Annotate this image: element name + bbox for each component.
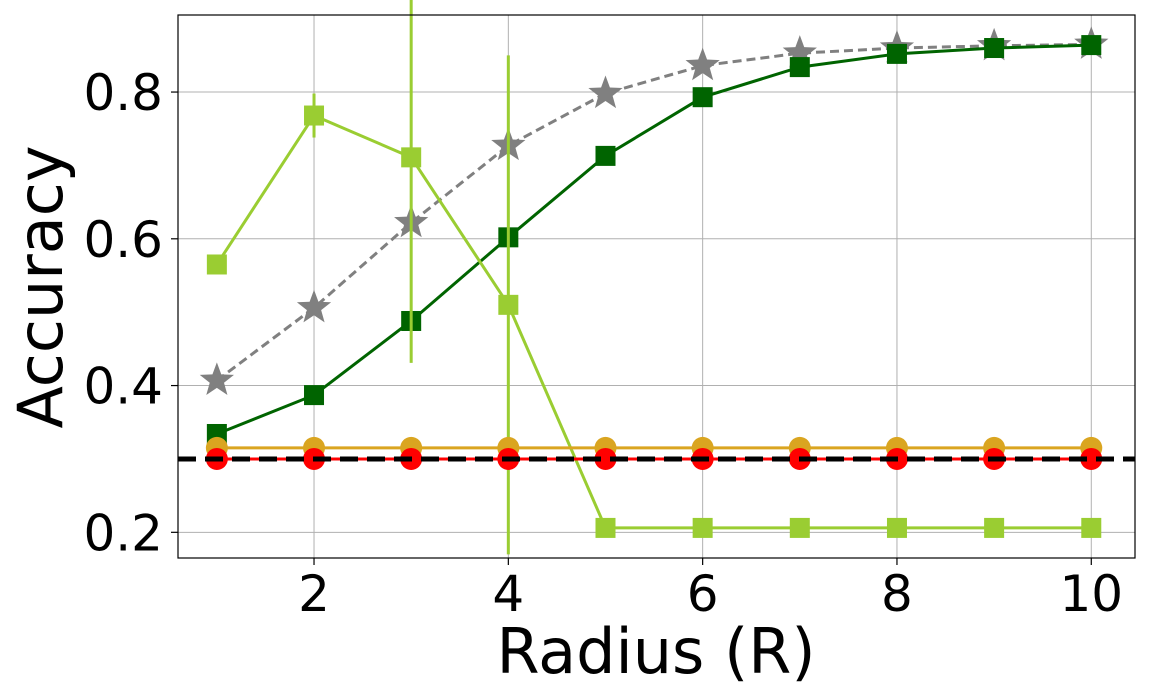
data-point xyxy=(984,517,1005,538)
data-point xyxy=(685,47,720,81)
data-point xyxy=(594,447,617,470)
grid-lines xyxy=(178,15,1135,558)
series-0 xyxy=(199,26,1109,395)
data-point xyxy=(1080,447,1103,470)
data-point xyxy=(692,87,713,108)
data-point xyxy=(789,517,810,538)
series-line xyxy=(216,43,1092,436)
data-point xyxy=(304,385,325,406)
series-1 xyxy=(206,35,1102,444)
y-tick-label: 0.2 xyxy=(83,504,163,562)
x-tick-label: 4 xyxy=(492,565,524,623)
y-axis-label: Accuracy xyxy=(4,145,77,428)
data-point xyxy=(401,147,422,168)
series-line xyxy=(215,113,1092,530)
x-tick-label: 6 xyxy=(687,565,719,623)
data-point xyxy=(886,517,907,538)
data-point xyxy=(595,145,616,166)
data-point xyxy=(296,289,332,323)
data-point xyxy=(782,35,817,68)
data-point xyxy=(692,517,713,538)
plot-frame xyxy=(177,14,1136,559)
data-point xyxy=(199,362,234,395)
series-3 xyxy=(205,436,1103,459)
series-2 xyxy=(206,0,1102,555)
series-layer xyxy=(199,0,1109,555)
data-point xyxy=(1081,517,1102,538)
y-tick-label: 0.6 xyxy=(83,211,163,269)
x-tick-label: 8 xyxy=(881,565,913,623)
data-point xyxy=(206,254,227,275)
x-tick-label: 2 xyxy=(298,565,330,623)
series-line xyxy=(215,42,1092,382)
x-tick-label: 10 xyxy=(1059,565,1123,623)
data-point xyxy=(588,75,623,109)
data-point xyxy=(789,57,810,78)
y-tick-label: 0.4 xyxy=(83,358,163,416)
data-point xyxy=(304,105,325,126)
data-point xyxy=(498,294,519,315)
x-axis-label: Radius (R) xyxy=(496,615,815,688)
data-point xyxy=(1081,35,1102,56)
y-tick-label: 0.8 xyxy=(83,64,163,122)
axis-ticks: 2 4 6 8 10 0.2 0.4 0.6 0.8 xyxy=(83,64,1123,623)
data-point xyxy=(984,38,1005,59)
data-point xyxy=(886,43,907,64)
data-point xyxy=(595,517,616,538)
